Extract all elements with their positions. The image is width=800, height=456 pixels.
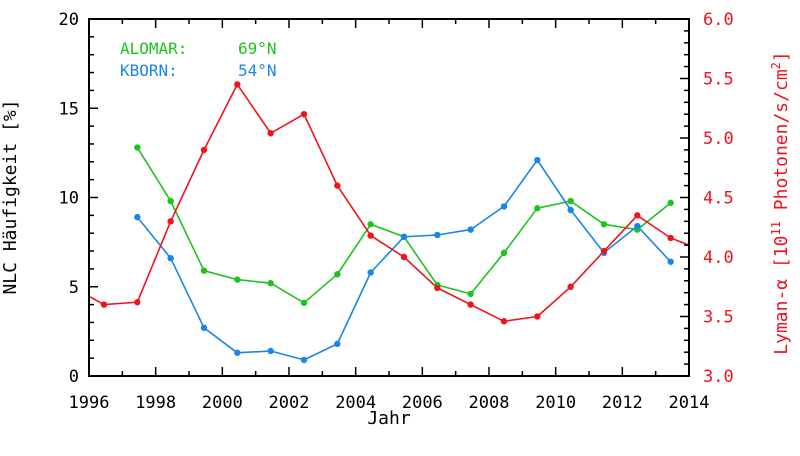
plot-frame	[88, 18, 690, 377]
x-tick-label: 2004	[335, 393, 376, 413]
data-point	[500, 249, 508, 257]
legend-alomar-name: ALOMAR:	[120, 39, 187, 58]
data-point	[234, 349, 241, 356]
y-left-tick-label: 20	[59, 10, 79, 30]
data-point	[234, 81, 241, 88]
y-left-tick-label: 0	[69, 367, 79, 387]
data-point	[300, 111, 308, 118]
x-tick-label: 2014	[669, 393, 710, 413]
data-point	[300, 299, 308, 307]
y-right-tick-label: 5.5	[703, 70, 734, 90]
data-point	[167, 254, 174, 262]
data-point	[567, 197, 574, 205]
data-point	[167, 197, 174, 205]
data-point	[200, 267, 208, 274]
data-point	[134, 144, 141, 151]
series-line-0	[136, 147, 672, 304]
data-point	[300, 356, 308, 364]
y-right-title-exponent2: 2	[769, 62, 783, 69]
data-point	[134, 213, 141, 221]
legend-kborn-value: 54°N	[238, 61, 277, 80]
x-tick-label: 2002	[269, 393, 310, 413]
y-right-title-exponent: 11	[769, 221, 783, 235]
data-point	[400, 233, 408, 240]
data-point	[100, 301, 108, 308]
y-right-title-middle: Photonen/s/cm	[771, 69, 792, 221]
x-tick-label: 1996	[69, 393, 110, 413]
data-point	[667, 258, 674, 265]
y-right-tick-label: 5.0	[703, 129, 734, 149]
tick-labels: 1996 1998 2000 2002 2004 2006 2008 2010 2012 2014…	[59, 10, 734, 413]
legend-kborn-name: KBORN:	[120, 61, 178, 80]
y-left-tick-label: 10	[59, 189, 79, 209]
y-right-axis-title: Lyman-α [1011 Photonen/s/cm2]	[769, 51, 792, 354]
y-right-tick-label: 4.5	[703, 189, 734, 209]
data-point	[500, 203, 508, 210]
data-point	[267, 347, 274, 355]
data-point	[467, 301, 474, 308]
x-tick-label: 2008	[469, 393, 510, 413]
data-point	[267, 130, 274, 137]
data-point	[534, 156, 541, 164]
data-point	[567, 283, 574, 290]
data-point	[467, 226, 474, 233]
data-point	[634, 212, 641, 219]
x-tick-label: 2006	[402, 393, 443, 413]
x-tick-label: 1998	[135, 393, 176, 413]
data-point	[367, 221, 374, 228]
data-point	[200, 324, 208, 332]
data-point	[367, 232, 374, 239]
y-left-tick-label: 5	[69, 278, 79, 298]
data-point	[434, 231, 441, 239]
x-tick-label: 2000	[202, 393, 243, 413]
plot-points	[100, 81, 674, 364]
data-point	[334, 271, 341, 278]
data-point	[534, 313, 541, 320]
ticks	[88, 18, 690, 377]
data-point	[467, 290, 474, 298]
data-point	[267, 279, 274, 287]
y-left-axis-title: NLC Häufigkeit [%]	[0, 99, 21, 294]
x-tick-label: 2010	[535, 393, 576, 413]
legend: ALOMAR: 69°N KBORN: 54°N	[120, 39, 277, 80]
data-point	[234, 276, 241, 283]
y-right-title-suffix: ]	[771, 51, 792, 62]
y-left-tick-label: 15	[59, 99, 79, 119]
x-tick-label: 2012	[602, 393, 643, 413]
data-point	[600, 247, 608, 255]
data-point	[567, 206, 574, 214]
y-right-tick-label: 6.0	[703, 10, 734, 30]
data-point	[334, 340, 341, 348]
x-axis-title: Jahr	[367, 408, 411, 429]
y-right-tick-label: 4.0	[703, 248, 734, 268]
data-point	[167, 218, 174, 225]
data-point	[534, 205, 541, 212]
data-point	[500, 318, 508, 325]
data-point	[334, 182, 341, 189]
y-right-tick-label: 3.0	[703, 367, 734, 387]
y-right-tick-label: 3.5	[703, 308, 734, 328]
data-point	[634, 222, 641, 230]
data-point	[367, 269, 374, 276]
data-point	[667, 199, 674, 207]
legend-alomar-value: 69°N	[238, 39, 277, 58]
data-point	[434, 284, 441, 292]
y-right-title-prefix: Lyman-α [10	[771, 236, 792, 355]
plot-lines	[88, 83, 690, 361]
data-point	[600, 221, 608, 228]
data-point	[400, 253, 408, 261]
data-point	[134, 299, 141, 306]
data-point	[667, 234, 674, 242]
data-point	[200, 146, 208, 154]
series-line-2	[88, 83, 690, 323]
